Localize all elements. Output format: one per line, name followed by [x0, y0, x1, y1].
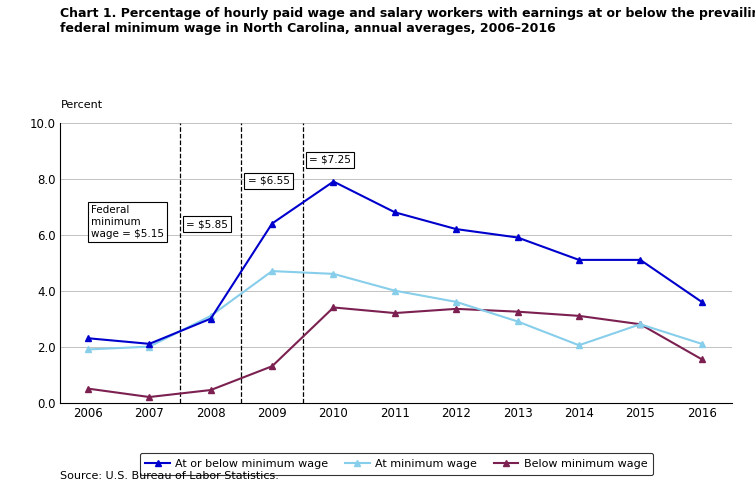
Text: = $7.25: = $7.25: [309, 155, 351, 165]
Text: = $5.85: = $5.85: [186, 219, 228, 229]
Text: Federal
minimum
wage = $5.15: Federal minimum wage = $5.15: [91, 205, 164, 239]
Legend: At or below minimum wage, At minimum wage, Below minimum wage: At or below minimum wage, At minimum wag…: [140, 453, 653, 475]
Text: Source: U.S. Bureau of Labor Statistics.: Source: U.S. Bureau of Labor Statistics.: [60, 471, 279, 481]
Text: federal minimum wage in North Carolina, annual averages, 2006–2016: federal minimum wage in North Carolina, …: [60, 22, 556, 35]
Text: = $6.55: = $6.55: [248, 176, 289, 186]
Text: Percent: Percent: [60, 101, 103, 110]
Text: Chart 1. Percentage of hourly paid wage and salary workers with earnings at or b: Chart 1. Percentage of hourly paid wage …: [60, 7, 755, 20]
